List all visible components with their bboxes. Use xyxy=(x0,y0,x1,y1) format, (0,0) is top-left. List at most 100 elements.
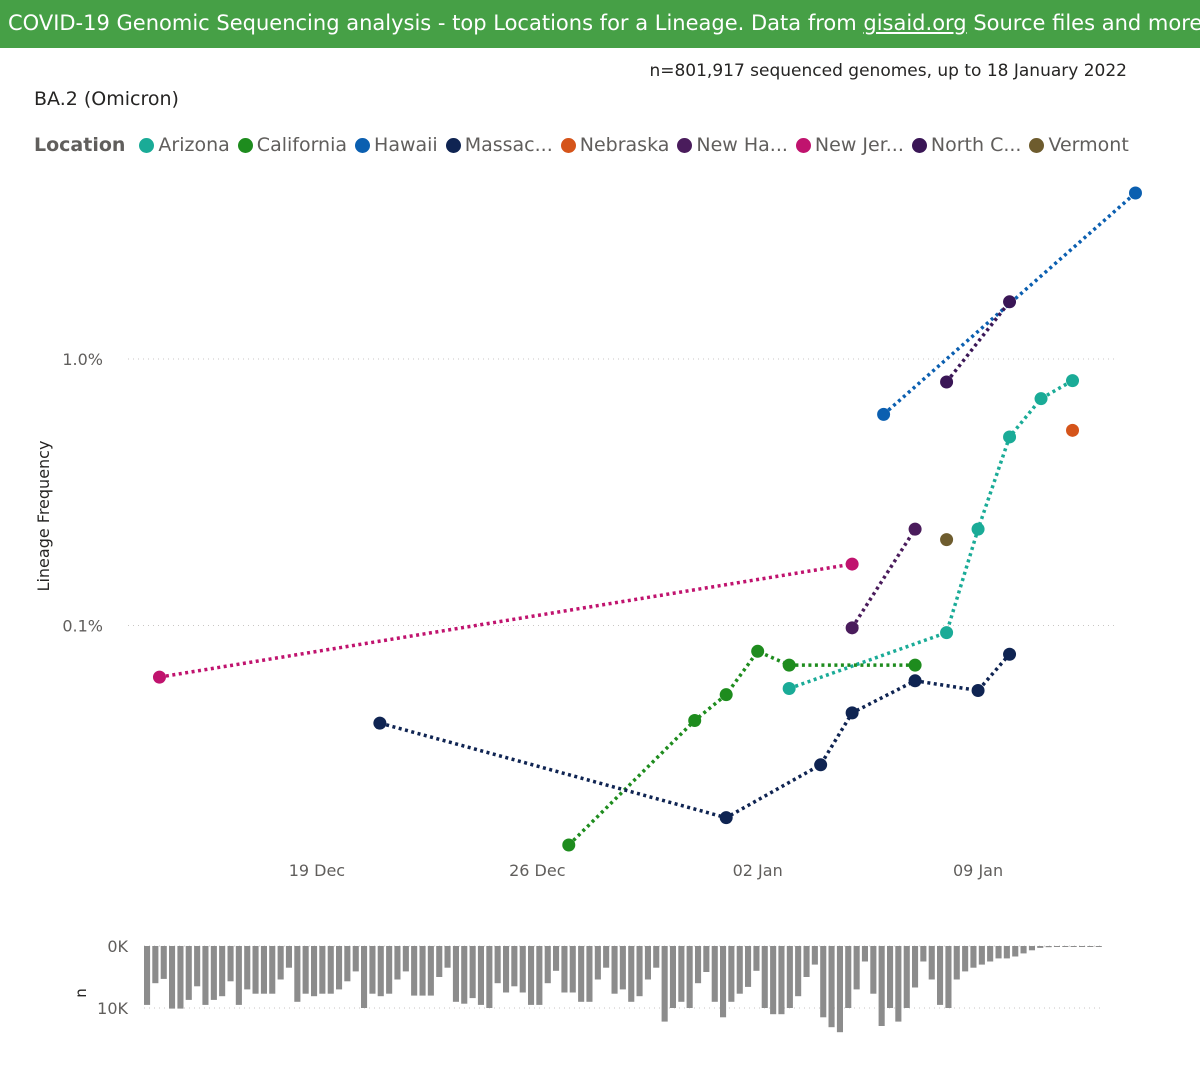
data-point xyxy=(1003,647,1017,661)
data-point xyxy=(1128,186,1142,200)
gisaid-link[interactable]: gisaid.org xyxy=(863,11,967,35)
x-tick-label: 19 Dec xyxy=(289,861,345,880)
count-bar xyxy=(494,946,501,984)
count-bar xyxy=(603,946,610,968)
count-bar xyxy=(561,946,568,993)
count-bar xyxy=(594,946,601,980)
legend-item[interactable]: California xyxy=(237,134,347,156)
y-axis-label: Lineage Frequency xyxy=(34,441,53,592)
data-point xyxy=(1034,392,1048,406)
bar-y-tick-label: 10K xyxy=(97,999,128,1018)
legend-item[interactable]: Nebraska xyxy=(560,134,670,156)
count-bar xyxy=(736,946,743,994)
count-bar xyxy=(1079,946,1086,947)
count-bar xyxy=(411,946,418,996)
count-bar xyxy=(202,946,209,1005)
chart-title: BA.2 (Omicron) xyxy=(34,88,179,110)
count-bar xyxy=(636,946,643,997)
count-bar xyxy=(461,946,468,1004)
legend-item[interactable]: North C... xyxy=(911,134,1021,156)
count-bar xyxy=(661,946,668,1022)
count-bar xyxy=(703,946,710,972)
data-point xyxy=(845,557,859,571)
count-bar xyxy=(536,946,543,1005)
data-point xyxy=(152,670,166,684)
legend-item[interactable]: Hawaii xyxy=(355,134,438,156)
legend-items: Arizona California Hawaii Massac... Nebraska… xyxy=(139,134,1136,156)
x-tick-label: 09 Jan xyxy=(953,861,1003,880)
count-bar xyxy=(327,946,334,994)
count-bar xyxy=(995,946,1002,959)
count-bar xyxy=(244,946,251,990)
count-bar xyxy=(887,946,894,1008)
count-bar xyxy=(319,946,326,994)
legend-marker xyxy=(355,137,371,153)
x-tick-label: 26 Dec xyxy=(509,861,565,880)
data-point xyxy=(1003,295,1017,309)
legend-item[interactable]: Arizona xyxy=(139,134,230,156)
legend-marker xyxy=(237,137,253,153)
data-point xyxy=(908,658,922,672)
legend-item[interactable]: New Jer... xyxy=(795,134,904,156)
count-bar xyxy=(828,946,835,1028)
count-bar xyxy=(578,946,585,1002)
count-bar xyxy=(711,946,718,1002)
count-bar xyxy=(928,946,935,980)
count-bar xyxy=(820,946,827,1018)
legend-label: Nebraska xyxy=(579,134,670,156)
count-bar xyxy=(878,946,885,1026)
series-line xyxy=(788,379,1074,691)
count-bar xyxy=(586,946,593,1002)
count-bar xyxy=(386,946,393,994)
count-bar xyxy=(962,946,969,972)
data-point xyxy=(719,811,733,825)
count-bar xyxy=(720,946,727,1018)
count-bar xyxy=(528,946,535,1005)
legend-item[interactable]: New Ha... xyxy=(677,134,788,156)
data-point xyxy=(877,407,891,421)
count-bar xyxy=(227,946,234,982)
count-bar xyxy=(486,946,493,1008)
count-bar xyxy=(519,946,526,993)
count-bar xyxy=(761,946,768,1008)
bar-y-axis-label: n xyxy=(72,988,90,998)
count-bar xyxy=(853,946,860,990)
legend-label: Vermont xyxy=(1048,134,1129,156)
count-bar xyxy=(1037,946,1044,948)
count-bar xyxy=(1028,946,1035,951)
count-bar xyxy=(553,946,560,971)
count-bar xyxy=(870,946,877,994)
count-bar xyxy=(669,946,676,1008)
count-bar xyxy=(1095,946,1102,947)
count-bar xyxy=(803,946,810,977)
data-point xyxy=(940,375,954,389)
count-bar xyxy=(728,946,735,1002)
count-bar xyxy=(745,946,752,987)
x-tick-label: 02 Jan xyxy=(733,861,783,880)
count-bar xyxy=(912,946,919,988)
legend: Location Arizona California Hawaii Massac..… xyxy=(34,131,1137,159)
data-point xyxy=(940,626,954,640)
count-bar xyxy=(511,946,518,987)
count-bar xyxy=(895,946,902,1022)
count-bar xyxy=(836,946,843,1033)
legend-item[interactable]: Vermont xyxy=(1029,134,1129,156)
count-bar xyxy=(177,946,184,1009)
count-bar xyxy=(786,946,793,1008)
count-bar xyxy=(1003,946,1010,959)
series-line xyxy=(850,528,917,629)
count-bar xyxy=(311,946,318,997)
count-bar xyxy=(361,946,368,1008)
legend-marker xyxy=(139,137,155,153)
count-bar xyxy=(644,946,651,980)
count-bar xyxy=(695,946,702,984)
count-bar xyxy=(987,946,994,962)
count-bar xyxy=(1087,946,1094,947)
count-bar xyxy=(444,946,451,968)
data-point xyxy=(971,522,985,536)
count-bar xyxy=(427,946,434,996)
legend-item[interactable]: Massac... xyxy=(445,134,553,156)
legend-label: Massac... xyxy=(464,134,553,156)
count-bar xyxy=(469,946,476,999)
count-bar xyxy=(569,946,576,993)
